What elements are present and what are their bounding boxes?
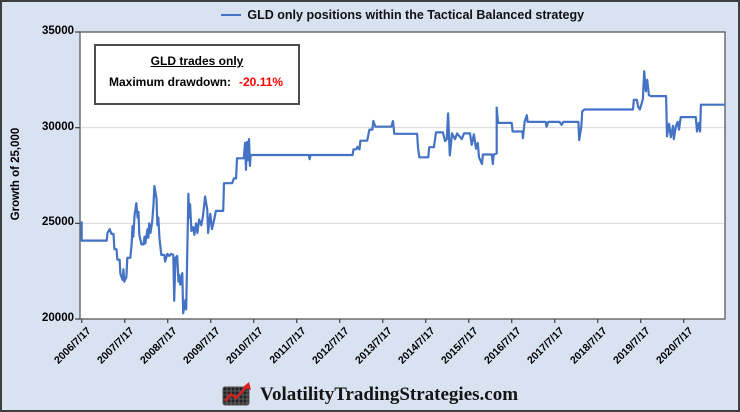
y-axis-title: Growth of 25,000 [10,127,22,221]
legend-line-icon [220,13,241,16]
annotation-heading: GLD trades only [150,54,244,68]
annotation-value: -20.11% [239,75,284,89]
annotation-line: Maximum drawdown: -20.11% [96,75,298,89]
chart-title: GLD only positions within the Tactical B… [247,8,585,22]
chart-up-logo-icon [222,382,251,406]
chart-title-row: GLD only positions within the Tactical B… [80,8,725,22]
y-axis-label-30000: 30000 [42,120,74,133]
annotation-box: GLD trades only Maximum drawdown: -20.11% [94,44,300,105]
gld-series-line [80,70,726,315]
y-axis-label-20000: 20000 [42,312,74,324]
y-axis-label-35000: 35000 [42,25,74,37]
footer-brand: VolatilityTradingStrategies.com [259,383,519,405]
y-axis-label-25000: 25000 [42,216,74,229]
footer: VolatilityTradingStrategies.com [2,382,738,407]
annotation-label: Maximum drawdown: [109,75,232,89]
